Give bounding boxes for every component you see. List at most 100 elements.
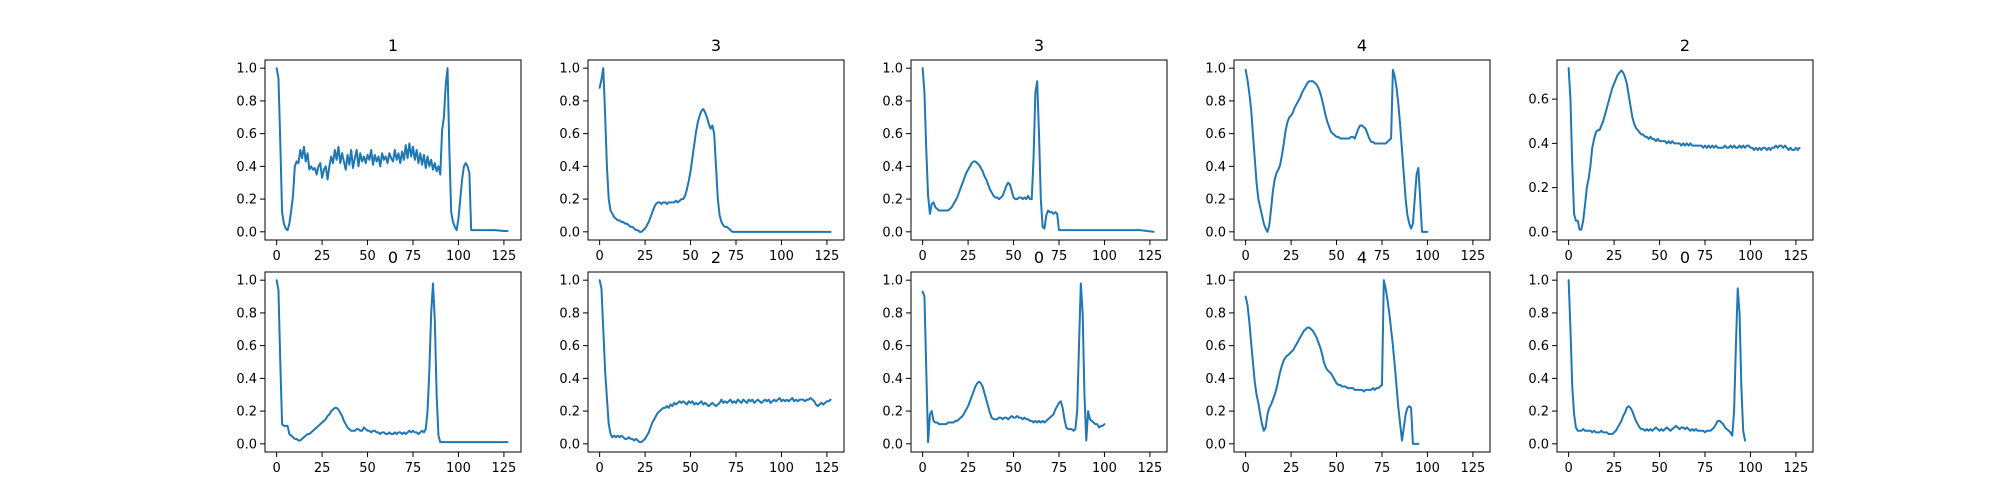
y-tick-label: 0.4: [559, 160, 580, 175]
axes-frame: [910, 271, 1168, 453]
y-tick-label: 1.0: [882, 62, 903, 77]
y-tick-label: 0.8: [236, 94, 257, 109]
series-line: [598, 67, 832, 233]
y-tick-label: 0.4: [236, 160, 257, 175]
series-line: [1567, 279, 1746, 442]
y-tick-label: 0.2: [1205, 405, 1226, 420]
x-tick-label: 125: [491, 461, 516, 476]
y-tick-label: 0.2: [1205, 193, 1226, 208]
y-tick-label: 0.2: [882, 405, 903, 420]
y-tick-label: 0.6: [1528, 339, 1549, 354]
y-tick-label: 0.2: [236, 193, 257, 208]
y-tick-label: 0.2: [1528, 405, 1549, 420]
x-tick-label: 125: [814, 461, 839, 476]
x-tick-label: 0: [595, 461, 603, 476]
x-tick-label: 25: [637, 249, 654, 264]
series-line: [921, 282, 1106, 444]
y-tick-label: 0.6: [882, 127, 903, 142]
x-tick-label: 0: [918, 461, 926, 476]
y-tick-label: 0.8: [236, 306, 257, 321]
y-tick-label: 1.0: [559, 62, 580, 77]
subplot-title: 3: [1034, 36, 1044, 55]
x-tick-label: 0: [918, 249, 926, 264]
y-tick-label: 0.2: [559, 193, 580, 208]
y-tick-label: 0.0: [882, 225, 903, 240]
x-tick-label: 25: [1283, 461, 1300, 476]
x-tick-label: 50: [359, 461, 376, 476]
x-tick-label: 75: [728, 249, 745, 264]
x-tick-label: 0: [1564, 461, 1572, 476]
y-tick-label: 0.6: [236, 339, 257, 354]
x-tick-label: 100: [1415, 461, 1440, 476]
series-line: [275, 67, 509, 232]
x-tick-label: 75: [1374, 461, 1391, 476]
axes-frame: [587, 271, 845, 453]
x-tick-label: 100: [1092, 461, 1117, 476]
x-tick-label: 0: [1241, 249, 1249, 264]
x-tick-label: 25: [1606, 461, 1623, 476]
y-tick-label: 1.0: [236, 62, 257, 77]
x-tick-label: 125: [491, 249, 516, 264]
subplot-9: 4 0 25 50 75 100 125 0.0 0.2 0.4 0.6 0.8 1.0: [1205, 248, 1491, 476]
x-tick-label: 50: [1651, 461, 1668, 476]
subplot-title: 1: [388, 36, 398, 55]
subplot-title: 0: [388, 248, 398, 267]
x-tick-label: 50: [682, 249, 699, 264]
axes-frame: [910, 59, 1168, 241]
x-tick-label: 100: [1415, 249, 1440, 264]
y-tick-label: 0.4: [1205, 372, 1226, 387]
x-tick-label: 25: [637, 461, 654, 476]
y-tick-label: 1.0: [236, 274, 257, 289]
subplot-1: 1 0 25 50 75 100 125 0.0 0.2 0.4 0.6 0.8 1.0: [236, 36, 522, 264]
subplot-title: 2: [711, 248, 721, 267]
x-tick-label: 75: [1697, 249, 1714, 264]
y-tick-label: 1.0: [559, 274, 580, 289]
series-line: [921, 67, 1155, 233]
x-tick-label: 50: [359, 249, 376, 264]
subplot-2: 3 0 25 50 75 100 125 0.0 0.2 0.4 0.6 0.8 1.0: [559, 36, 845, 264]
y-tick-label: 0.0: [1528, 437, 1549, 452]
y-tick-label: 0.6: [1205, 127, 1226, 142]
axes-frame: [1556, 59, 1814, 241]
y-tick-label: 0.4: [882, 160, 903, 175]
series-line: [598, 279, 832, 444]
y-tick-label: 0.8: [559, 94, 580, 109]
y-tick-label: 1.0: [1205, 62, 1226, 77]
subplot-7: 2 0 25 50 75 100 125 0.0 0.2 0.4 0.6 0.8 1.0: [559, 248, 845, 476]
y-tick-label: 0.0: [559, 225, 580, 240]
x-tick-label: 125: [1460, 461, 1485, 476]
x-tick-label: 25: [960, 249, 977, 264]
axes-frame: [1556, 271, 1814, 453]
x-tick-label: 0: [1564, 249, 1572, 264]
y-tick-label: 0.6: [559, 339, 580, 354]
y-tick-label: 0.6: [882, 339, 903, 354]
subplot-title: 4: [1357, 36, 1367, 55]
x-tick-label: 0: [1241, 461, 1249, 476]
y-tick-label: 0.4: [1205, 160, 1226, 175]
y-tick-label: 0.2: [882, 193, 903, 208]
x-tick-label: 125: [1783, 249, 1808, 264]
x-tick-label: 50: [1651, 249, 1668, 264]
y-tick-label: 0.6: [559, 127, 580, 142]
subplot-6: 0 0 25 50 75 100 125 0.0 0.2 0.4 0.6 0.8 1.0: [236, 248, 522, 476]
y-tick-label: 0.4: [1528, 372, 1549, 387]
series-line: [1567, 67, 1801, 231]
x-tick-label: 125: [814, 249, 839, 264]
y-tick-label: 0.2: [559, 405, 580, 420]
subplot-title: 2: [1680, 36, 1690, 55]
y-tick-label: 0.8: [559, 306, 580, 321]
axes-frame: [587, 59, 845, 241]
subplot-4: 4 0 25 50 75 100 125 0.0 0.2 0.4 0.6 0.8 1.0: [1205, 36, 1491, 264]
x-tick-label: 125: [1460, 249, 1485, 264]
subplot-title: 4: [1357, 248, 1367, 267]
x-tick-label: 25: [1283, 249, 1300, 264]
x-tick-label: 125: [1137, 249, 1162, 264]
y-tick-label: 0.0: [1205, 437, 1226, 452]
x-tick-label: 75: [728, 461, 745, 476]
x-tick-label: 50: [1328, 461, 1345, 476]
y-tick-label: 0.2: [236, 405, 257, 420]
subplot-8: 0 0 25 50 75 100 125 0.0 0.2 0.4 0.6 0.8 1.0: [882, 248, 1168, 476]
axes-frame: [264, 271, 522, 453]
axes-frame: [1233, 59, 1491, 241]
